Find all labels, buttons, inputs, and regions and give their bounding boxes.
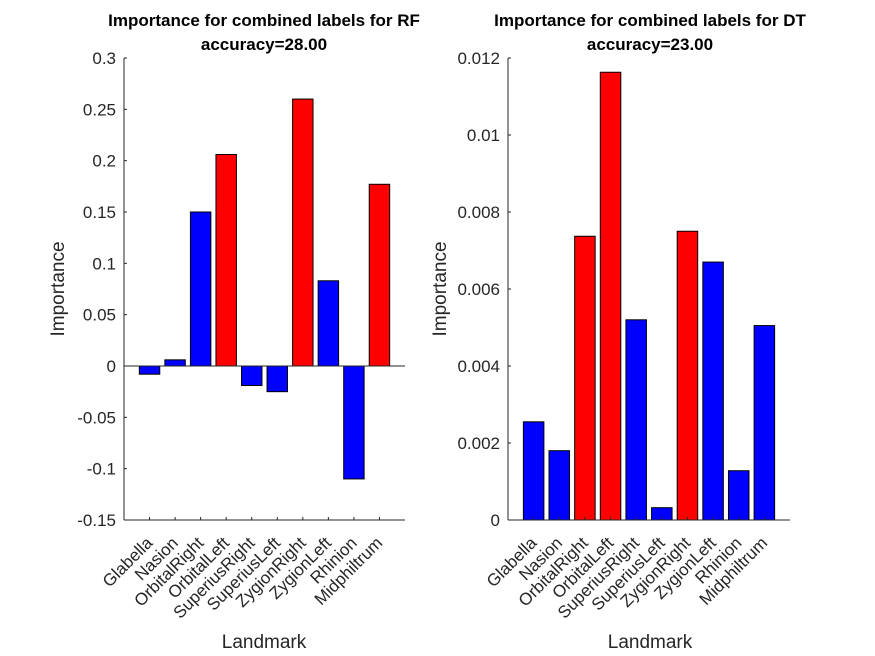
rf-y-tick-label: 0.05 [83,306,116,325]
dt-y-tick-label: 0.006 [457,280,500,299]
rf-y-axis-label: Importance [48,241,69,336]
rf-bar-superiusright [241,365,263,387]
rf-bar-zygionleft [317,280,340,367]
rf-x-axis-label: Landmark [222,632,307,653]
dt-chart-title-line1: Importance for combined labels for DT [494,11,806,30]
dt-chart-title-line2: accuracy=23.00 [587,35,713,54]
rf-y-tick-label: -0.05 [77,408,116,427]
rf-y-tick-label: 0.25 [83,100,116,119]
rf-y-tick-label: 0 [107,357,116,376]
rf-y-tick-label: -0.15 [77,511,116,530]
dt-bar-glabella [522,421,545,521]
dt-y-tick-label: 0 [491,511,500,530]
dt-bar-orbitalleft [599,71,622,521]
dt-y-tick-label: 0.002 [457,434,500,453]
dt-y-tick-label: 0.01 [467,126,500,145]
rf-y-tick-label: 0.1 [92,254,116,273]
rf-bar-glabella [138,365,161,375]
rf-bar-midphiltrum [368,183,391,367]
dt-bar-nasion [548,450,571,521]
dt-bar-midphiltrum [753,325,776,521]
rf-chart-title-line1: Importance for combined labels for RF [108,11,420,30]
dt-bar-zygionleft [702,261,724,521]
dt-bar-superiusright [625,319,647,521]
rf-bar-orbitalright [189,211,212,367]
rf-y-tick-label: -0.1 [87,460,116,479]
dt-bar-zygionright [676,230,699,521]
rf-y-tick-label: 0.2 [92,152,116,171]
rf-importance-chart: Importance for combined labels for RF ac… [48,11,420,653]
dt-bar-rhinion [727,470,750,521]
rf-y-tick-label: 0.3 [92,49,116,68]
rf-bar-rhinion [343,365,365,480]
dt-x-axis-label: Landmark [608,632,693,653]
rf-bar-orbitalleft [215,154,237,367]
rf-y-tick-label: 0.15 [83,203,116,222]
rf-bar-nasion [164,359,186,367]
dt-y-tick-label: 0.008 [457,203,500,222]
dt-y-tick-label: 0.004 [457,357,500,376]
dt-bar-orbitalright [574,235,596,521]
rf-bar-zygionright [292,98,314,367]
dt-y-axis-label: Importance [430,241,451,336]
dt-y-tick-label: 0.012 [457,49,500,68]
dt-importance-chart: Importance for combined labels for DT ac… [430,11,806,653]
rf-bar-superiusleft [266,365,288,393]
rf-chart-title-line2: accuracy=28.00 [201,35,327,54]
